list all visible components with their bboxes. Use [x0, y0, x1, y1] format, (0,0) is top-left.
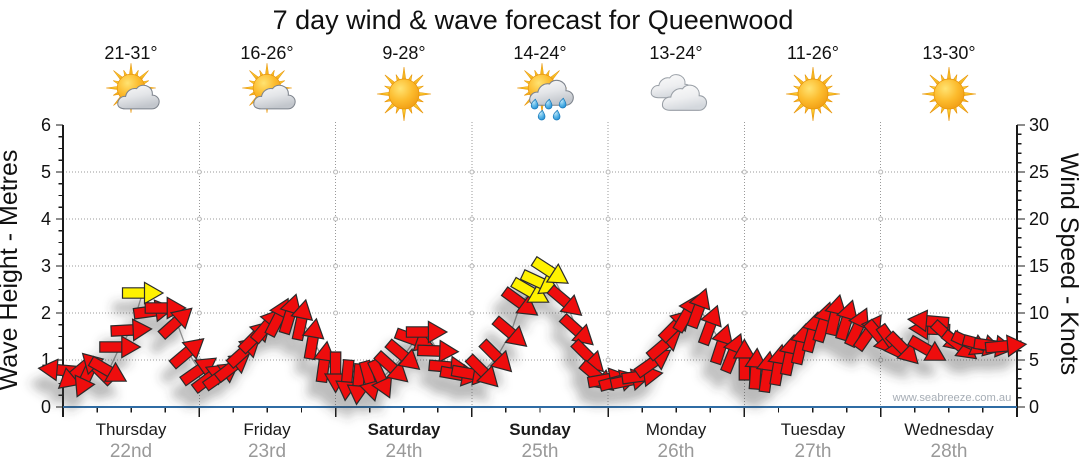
- svg-text:21-31°: 21-31°: [104, 43, 157, 63]
- svg-text:25th: 25th: [522, 441, 559, 462]
- svg-text:10: 10: [1029, 303, 1049, 323]
- svg-text:30: 30: [1029, 115, 1049, 135]
- svg-text:25: 25: [1029, 162, 1049, 182]
- svg-text:www.seabreeze.com.au: www.seabreeze.com.au: [892, 392, 1012, 404]
- svg-text:1: 1: [41, 350, 51, 370]
- svg-text:26th: 26th: [658, 441, 695, 462]
- svg-text:16-26°: 16-26°: [240, 43, 293, 63]
- svg-text:Sunday: Sunday: [509, 420, 571, 439]
- svg-text:11-26°: 11-26°: [787, 43, 839, 63]
- svg-text:22nd: 22nd: [110, 441, 152, 462]
- svg-text:9-28°: 9-28°: [382, 43, 425, 63]
- svg-text:24th: 24th: [386, 441, 423, 462]
- svg-text:Tuesday: Tuesday: [781, 420, 846, 439]
- svg-text:20: 20: [1029, 209, 1049, 229]
- svg-text:2: 2: [41, 303, 51, 323]
- svg-text:0: 0: [1029, 397, 1039, 417]
- svg-text:27th: 27th: [795, 441, 832, 462]
- svg-text:6: 6: [41, 115, 51, 135]
- svg-text:13-30°: 13-30°: [922, 43, 975, 63]
- svg-text:Thursday: Thursday: [96, 420, 167, 439]
- svg-text:Saturday: Saturday: [368, 420, 441, 439]
- svg-text:Wednesday: Wednesday: [904, 420, 994, 439]
- svg-text:23rd: 23rd: [248, 441, 286, 462]
- svg-text:7 day wind & wave forecast for: 7 day wind & wave forecast for Queenwood: [273, 5, 794, 35]
- svg-text:0: 0: [41, 397, 51, 417]
- svg-text:3: 3: [41, 256, 51, 276]
- svg-text:Wave Height - Metres: Wave Height - Metres: [0, 150, 23, 391]
- svg-text:5: 5: [1029, 350, 1039, 370]
- svg-text:5: 5: [41, 162, 51, 182]
- svg-text:Monday: Monday: [646, 420, 707, 439]
- svg-text:14-24°: 14-24°: [513, 43, 566, 63]
- svg-text:15: 15: [1029, 256, 1049, 276]
- svg-text:28th: 28th: [931, 441, 968, 462]
- svg-text:13-24°: 13-24°: [649, 43, 702, 63]
- svg-text:Wind Speed - Knots: Wind Speed - Knots: [1055, 153, 1080, 375]
- svg-text:4: 4: [41, 209, 51, 229]
- svg-text:Friday: Friday: [243, 420, 291, 439]
